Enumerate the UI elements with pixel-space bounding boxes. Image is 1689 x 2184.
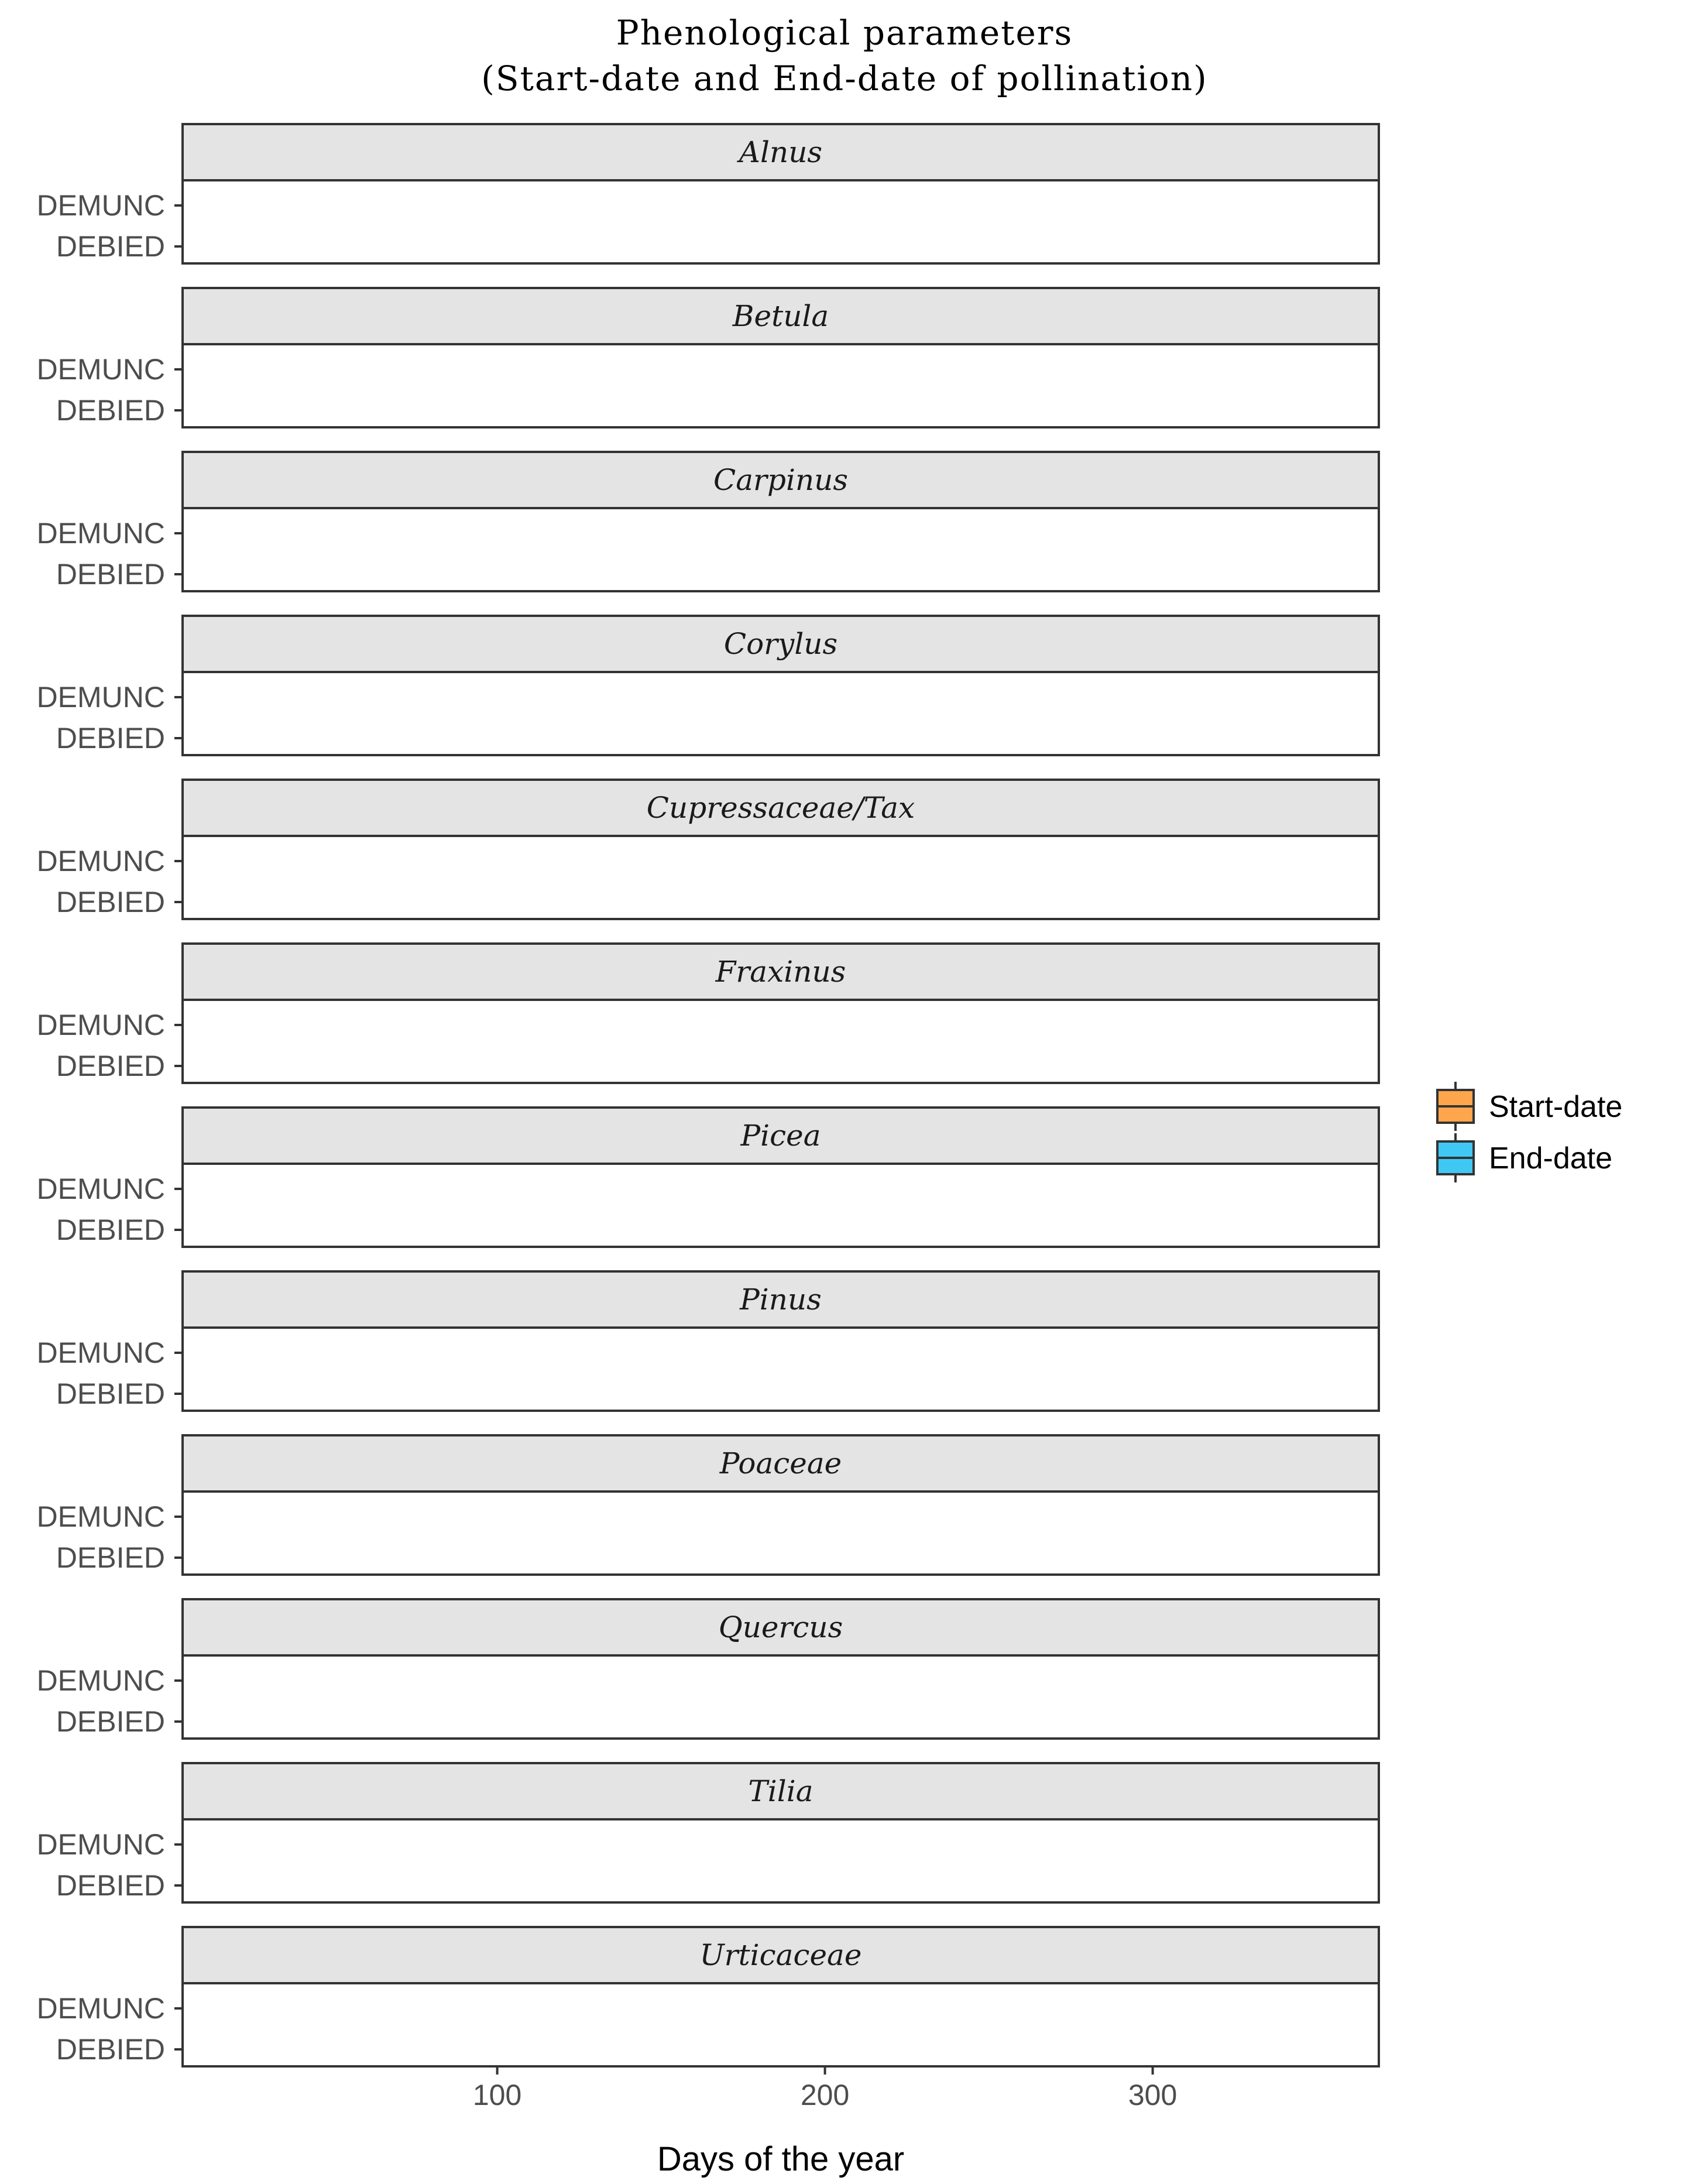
y-tick-label-debied: DEBIED [56, 886, 165, 918]
facet-urticaceae: Urticaceae DEMUNC DEBIED 100 200 300 [37, 1926, 1380, 2111]
y-tick-label-demunc: DEMUNC [37, 1828, 165, 1861]
facet-strip-urticaceae [181, 1926, 1380, 1984]
y-tick-label-debied: DEBIED [56, 230, 165, 263]
x-tick-label: 200 [801, 2079, 849, 2111]
facet-label-betula: Betula [732, 299, 829, 333]
y-tick-label-demunc: DEMUNC [37, 1500, 165, 1533]
facet-panel-cupressaceae-tax [181, 835, 1380, 920]
facet-panel-carpinus [181, 507, 1380, 592]
facet-label-urticaceae: Urticaceae [700, 1938, 862, 1972]
x-tick-label: 300 [1128, 2079, 1177, 2111]
facet-picea: Picea DEMUNC DEBIED [37, 1106, 1380, 1248]
facet-panel-alnus [181, 179, 1380, 265]
y-tick-label-debied: DEBIED [56, 1377, 165, 1410]
y-tick-label-debied: DEBIED [56, 1213, 165, 1246]
legend-key-start-date [1436, 1082, 1475, 1131]
facet-tilia: Tilia DEMUNC DEBIED [37, 1762, 1380, 1904]
facet-label-alnus: Alnus [737, 135, 822, 169]
facet-panel-fraxinus [181, 999, 1380, 1084]
y-tick-label-debied: DEBIED [56, 1050, 165, 1082]
facet-alnus: Alnus DEMUNC DEBIED [37, 123, 1380, 265]
facet-panel-tilia [181, 1818, 1380, 1904]
facet-pinus: Pinus DEMUNC DEBIED [37, 1270, 1380, 1412]
y-tick-label-demunc: DEMUNC [37, 189, 165, 222]
facet-strip-fraxinus [181, 942, 1380, 1001]
facet-panel-pinus [181, 1326, 1380, 1412]
facet-strip-quercus [181, 1598, 1380, 1657]
facet-corylus: Corylus DEMUNC DEBIED [37, 615, 1380, 756]
y-tick-label-demunc: DEMUNC [37, 681, 165, 714]
y-tick-label-debied: DEBIED [56, 1541, 165, 1574]
facet-strip-cupressaceae-tax [181, 779, 1380, 837]
facet-label-corylus: Corylus [724, 627, 837, 661]
y-tick-label-demunc: DEMUNC [37, 845, 165, 877]
facet-label-quercus: Quercus [719, 1610, 843, 1644]
y-tick-label-demunc: DEMUNC [37, 1009, 165, 1041]
chart-title-line-1: Phenological parameters [616, 13, 1073, 53]
facet-strip-tilia [181, 1762, 1380, 1820]
y-tick-label-debied: DEBIED [56, 558, 165, 591]
facet-label-tilia: Tilia [748, 1774, 813, 1808]
facet-carpinus: Carpinus DEMUNC DEBIED [37, 451, 1380, 592]
facet-panel-poaceae [181, 1490, 1380, 1576]
facet-label-fraxinus: Fraxinus [715, 955, 846, 989]
facet-panel-corylus [181, 671, 1380, 756]
facet-panel-urticaceae [181, 1982, 1380, 2068]
legend-key-end-date [1436, 1133, 1475, 1182]
facet-panel-quercus [181, 1654, 1380, 1740]
y-tick-label-demunc: DEMUNC [37, 1172, 165, 1205]
legend: Start-date End-date [1436, 1082, 1622, 1182]
facet-label-poaceae: Poaceae [719, 1446, 842, 1480]
y-tick-label-demunc: DEMUNC [37, 353, 165, 386]
legend-label-start-date: Start-date [1489, 1090, 1622, 1124]
y-tick-label-debied: DEBIED [56, 394, 165, 427]
y-tick-label-debied: DEBIED [56, 1869, 165, 1902]
facet-betula: Betula DEMUNC DEBIED [37, 287, 1380, 428]
y-tick-label-demunc: DEMUNC [37, 1992, 165, 2025]
x-tick-label: 100 [473, 2079, 521, 2111]
facet-label-pinus: Pinus [739, 1283, 822, 1316]
y-tick-label-debied: DEBIED [56, 722, 165, 755]
y-tick-label-debied: DEBIED [56, 2033, 165, 2066]
facet-panel-picea [181, 1163, 1380, 1248]
y-tick-label-demunc: DEMUNC [37, 1664, 165, 1697]
facet-panel-betula [181, 343, 1380, 428]
facet-strip-corylus [181, 615, 1380, 673]
facet-cupressaceae-tax: Cupressaceae/Tax DEMUNC DEBIED [37, 779, 1380, 920]
facet-quercus: Quercus DEMUNC DEBIED [37, 1598, 1380, 1740]
chart-title-line-2: (Start-date and End-date of pollination) [481, 59, 1208, 98]
facet-fraxinus: Fraxinus DEMUNC DEBIED [37, 942, 1380, 1084]
facet-label-picea: Picea [740, 1119, 821, 1153]
facet-label-carpinus: Carpinus [713, 463, 848, 497]
x-axis-title: Days of the year [657, 2140, 904, 2178]
facet-strip-pinus [181, 1270, 1380, 1329]
y-tick-label-demunc: DEMUNC [37, 517, 165, 550]
facet-strip-picea [181, 1106, 1380, 1165]
y-tick-label-debied: DEBIED [56, 1705, 165, 1738]
y-tick-label-demunc: DEMUNC [37, 1336, 165, 1369]
facet-label-cupressaceae-tax: Cupressaceae/Tax [647, 791, 915, 825]
legend-label-end-date: End-date [1489, 1141, 1612, 1175]
facet-poaceae: Poaceae DEMUNC DEBIED [37, 1434, 1380, 1576]
